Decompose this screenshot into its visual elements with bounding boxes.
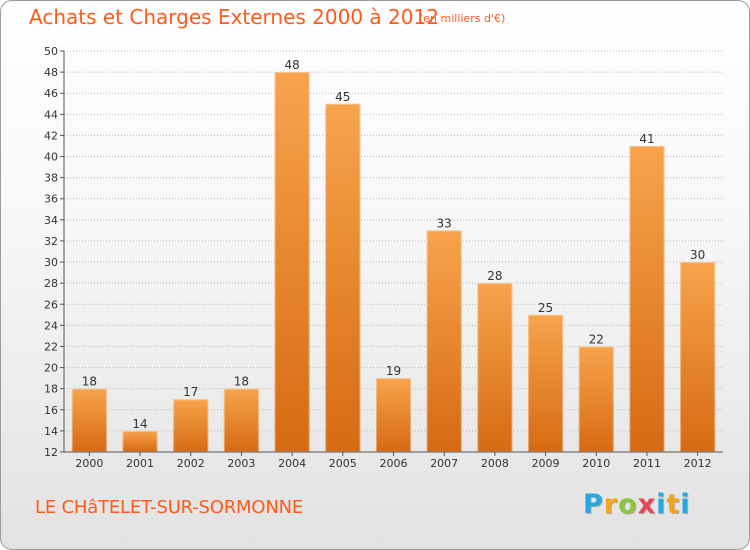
labels-layer: 12 14 16 18 20 22 24 26 28 30 32 34 36 38 40 42 44 46 48 50… bbox=[44, 45, 712, 470]
data-label-2008: 28 bbox=[487, 269, 502, 283]
y-tick-label: 40 bbox=[44, 151, 58, 164]
y-tick-label: 30 bbox=[44, 256, 58, 269]
data-label-2002: 17 bbox=[183, 385, 198, 399]
x-tick-label-2011: 2011 bbox=[633, 457, 661, 470]
y-tick-label: 44 bbox=[44, 108, 58, 121]
x-tick-label-2009: 2009 bbox=[532, 457, 560, 470]
bar-2002 bbox=[173, 399, 209, 452]
y-tick-label: 24 bbox=[44, 319, 58, 332]
y-tick-label: 34 bbox=[44, 214, 58, 227]
bar-2003 bbox=[223, 388, 259, 452]
y-tick-label: 42 bbox=[44, 129, 58, 142]
x-tick-label-2001: 2001 bbox=[126, 457, 154, 470]
logo-letter: r bbox=[603, 489, 619, 520]
bar-2012 bbox=[680, 262, 716, 452]
bar-2006 bbox=[376, 378, 411, 452]
y-tick-label: 22 bbox=[44, 340, 58, 353]
proxiti-logo: Proxiti bbox=[583, 489, 691, 520]
y-tick-label: 50 bbox=[44, 45, 58, 58]
axis-layer bbox=[60, 50, 723, 456]
bars-layer bbox=[71, 72, 716, 453]
bar-2005 bbox=[325, 103, 361, 453]
logo-letter: o bbox=[618, 489, 638, 520]
y-tick-label: 36 bbox=[44, 193, 58, 206]
x-tick-label-2006: 2006 bbox=[380, 457, 408, 470]
x-tick-label-2010: 2010 bbox=[582, 457, 610, 470]
bar-2009 bbox=[528, 314, 564, 452]
y-tick-label: 20 bbox=[44, 362, 58, 375]
data-label-2003: 18 bbox=[234, 375, 249, 389]
data-label-2004: 48 bbox=[284, 58, 299, 72]
logo-letter: x bbox=[637, 489, 657, 520]
bar-2000 bbox=[71, 388, 107, 452]
logo-letter: P bbox=[583, 489, 604, 520]
data-label-2006: 19 bbox=[386, 364, 401, 378]
data-label-2001: 14 bbox=[132, 417, 147, 431]
y-tick-label: 38 bbox=[44, 172, 58, 185]
y-tick-label: 14 bbox=[44, 425, 58, 438]
y-tick-label: 32 bbox=[44, 235, 58, 248]
bar-2010 bbox=[578, 346, 614, 452]
data-label-2005: 45 bbox=[335, 90, 350, 104]
data-label-2009: 25 bbox=[538, 301, 553, 315]
bar-2004 bbox=[274, 72, 310, 453]
y-tick-label: 12 bbox=[44, 446, 58, 459]
data-label-2000: 18 bbox=[82, 375, 97, 389]
x-tick-label-2012: 2012 bbox=[684, 457, 712, 470]
data-label-2007: 33 bbox=[437, 216, 452, 230]
x-tick-label-2004: 2004 bbox=[278, 457, 306, 470]
y-tick-label: 18 bbox=[44, 383, 58, 396]
x-tick-label-2007: 2007 bbox=[430, 457, 458, 470]
y-tick-label: 48 bbox=[44, 66, 58, 79]
x-tick-label-2000: 2000 bbox=[75, 457, 103, 470]
logo-letter: t bbox=[666, 489, 681, 520]
x-tick-label-2008: 2008 bbox=[481, 457, 509, 470]
bar-2007 bbox=[426, 230, 462, 452]
y-tick-label: 16 bbox=[44, 404, 58, 417]
x-tick-label-2005: 2005 bbox=[329, 457, 357, 470]
bar-2008 bbox=[477, 283, 513, 452]
x-tick-label-2003: 2003 bbox=[227, 457, 255, 470]
bar-2011 bbox=[629, 145, 665, 452]
y-tick-label: 46 bbox=[44, 87, 58, 100]
data-label-2012: 30 bbox=[690, 248, 705, 262]
logo-letter: i bbox=[656, 489, 667, 520]
commune-name: LE CHâTELET-SUR-SORMONNE bbox=[35, 497, 304, 518]
y-tick-label: 26 bbox=[44, 298, 58, 311]
chart-title: Achats et Charges Externes 2000 à 2012 bbox=[29, 5, 439, 29]
data-label-2011: 41 bbox=[639, 132, 654, 146]
y-tick-label: 28 bbox=[44, 277, 58, 290]
x-tick-label-2002: 2002 bbox=[177, 457, 205, 470]
logo-letter: i bbox=[680, 489, 691, 520]
chart-unit-label: (en milliers d'€) bbox=[419, 12, 506, 25]
bar-2001 bbox=[122, 430, 158, 452]
data-label-2010: 22 bbox=[589, 332, 604, 346]
